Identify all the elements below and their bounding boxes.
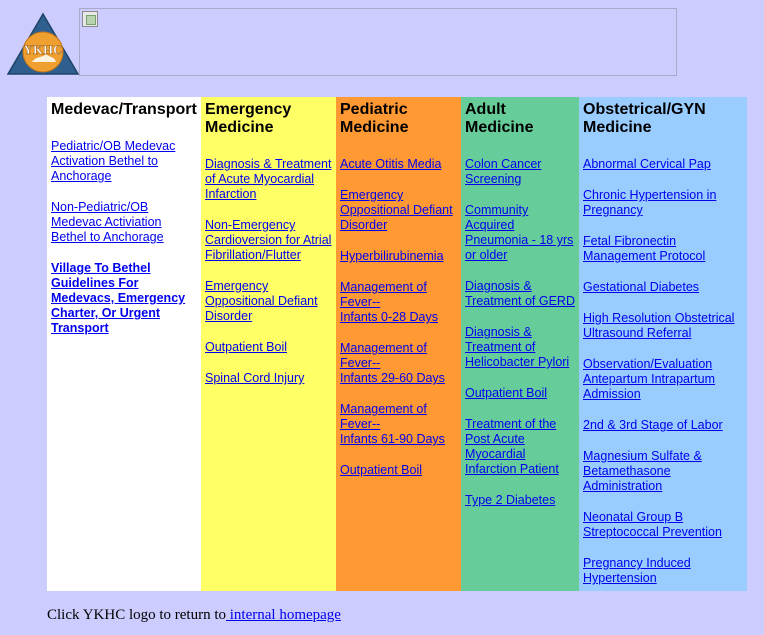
- protocol-link[interactable]: Fetal Fibronectin Management Protocol: [583, 234, 706, 263]
- protocol-link[interactable]: Neonatal Group B Streptococcal Preventio…: [583, 510, 722, 539]
- protocol-link[interactable]: Acute Otitis Media: [340, 157, 442, 171]
- internal-homepage-link[interactable]: internal homepage: [226, 607, 341, 623]
- protocol-link[interactable]: Pediatric/OB Medevac Activation Bethel t…: [51, 139, 176, 183]
- protocol-link[interactable]: Management of Fever-- Infants 61-90 Days: [340, 402, 445, 446]
- column-title: Emergency Medicine: [205, 101, 292, 136]
- banner-image: [79, 8, 677, 76]
- protocol-link[interactable]: Diagnosis & Treatment of Acute Myocardia…: [205, 157, 332, 201]
- protocol-link[interactable]: Type 2 Diabetes: [465, 493, 556, 507]
- column-title: Medevac/Transport: [51, 101, 197, 118]
- protocol-link[interactable]: Diagnosis & Treatment of Helicobacter Py…: [465, 325, 570, 369]
- protocol-link[interactable]: Chronic Hypertension in Pregnancy: [583, 188, 717, 217]
- protocol-link[interactable]: Hyperbilirubinemia: [340, 249, 444, 263]
- protocol-link[interactable]: Community Acquired Pneumonia - 18 yrs or…: [465, 203, 574, 262]
- column-adult: Adult Medicine Colon Cancer Screening Comm…: [461, 97, 579, 591]
- protocol-link[interactable]: Emergency Oppositional Defiant Disorder: [340, 188, 453, 232]
- protocol-link[interactable]: Abnormal Cervical Pap: [583, 157, 711, 171]
- broken-image-icon: [82, 11, 98, 27]
- logo-text: YKHC: [24, 42, 63, 57]
- protocol-link[interactable]: Emergency Oppositional Defiant Disorder: [205, 279, 318, 323]
- protocol-link[interactable]: Treatment of the Post Acute Myocardial I…: [465, 417, 559, 476]
- protocol-link[interactable]: High Resolution Obstetrical Ultrasound R…: [583, 311, 735, 340]
- protocol-link[interactable]: Non-Emergency Cardioversion for Atrial F…: [205, 218, 332, 262]
- protocol-link[interactable]: 2nd & 3rd Stage of Labor: [583, 418, 723, 432]
- column-title: Pediatric Medicine: [340, 101, 409, 136]
- protocol-link[interactable]: Non-Pediatric/OB Medevac Activiation Bet…: [51, 200, 164, 244]
- protocol-link[interactable]: Outpatient Boil: [465, 386, 547, 400]
- protocol-table: Medevac/Transport Pediatric/OB Medevac Ac…: [47, 97, 747, 591]
- column-title: Adult Medicine: [465, 101, 534, 136]
- protocol-link[interactable]: Colon Cancer Screening: [465, 157, 542, 186]
- footer: Click YKHC logo to return to internal ho…: [47, 607, 341, 624]
- column-obgyn: Obstetrical/GYN Medicine Abnormal Cervica…: [579, 97, 747, 591]
- column-pediatric: Pediatric Medicine Acute Otitis Media Emer…: [336, 97, 461, 591]
- protocol-link[interactable]: Pregnancy Induced Hypertension: [583, 556, 691, 585]
- column-title: Obstetrical/GYN Medicine: [583, 101, 706, 136]
- column-emergency: Emergency Medicine Diagnosis & Treatment …: [201, 97, 336, 591]
- ykhc-logo-icon: YKHC: [6, 12, 80, 75]
- protocol-link[interactable]: Management of Fever-- Infants 29-60 Days: [340, 341, 445, 385]
- protocol-link[interactable]: Gestational Diabetes: [583, 280, 700, 294]
- protocol-link[interactable]: Village To Bethel Guidelines For Medevac…: [51, 261, 186, 335]
- protocol-link[interactable]: Outpatient Boil: [340, 463, 422, 477]
- protocol-link[interactable]: Magnesium Sulfate & Betamethasone Admini…: [583, 449, 702, 493]
- protocol-link[interactable]: Diagnosis & Treatment of GERD: [465, 279, 575, 308]
- protocol-link[interactable]: Outpatient Boil: [205, 340, 287, 354]
- column-medevac: Medevac/Transport Pediatric/OB Medevac Ac…: [47, 97, 201, 591]
- footer-text: Click YKHC logo to return to: [47, 607, 227, 623]
- protocol-link[interactable]: Management of Fever-- Infants 0-28 Days: [340, 280, 438, 324]
- ykhc-logo[interactable]: YKHC: [6, 12, 80, 76]
- protocol-link[interactable]: Observation/Evaluation Antepartum Intrap…: [583, 357, 716, 401]
- protocol-link[interactable]: Spinal Cord Injury: [205, 371, 305, 385]
